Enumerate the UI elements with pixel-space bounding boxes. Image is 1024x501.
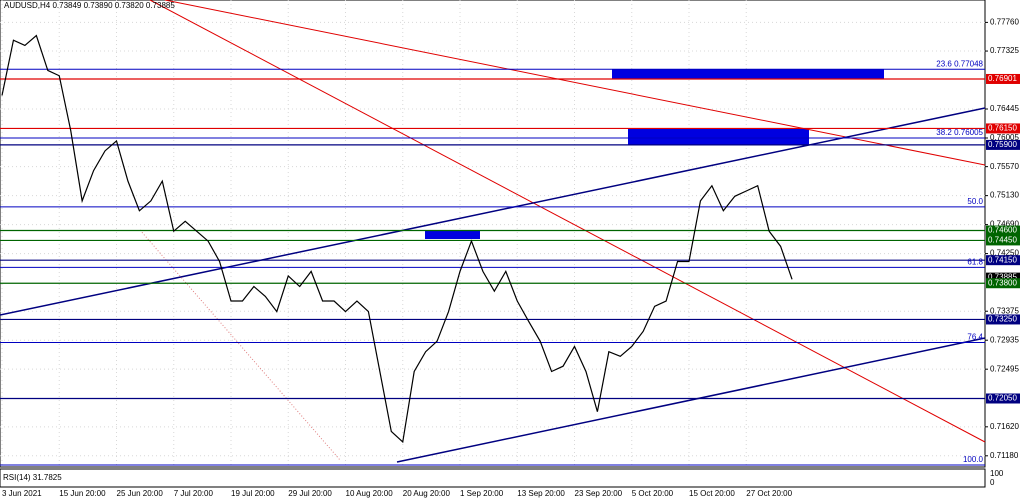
x-tick-label: 7 Jul 20:00 — [174, 489, 214, 498]
fib-label: 23.6 0.77048 — [936, 59, 983, 68]
x-tick-label: 15 Jun 20:00 — [59, 489, 106, 498]
y-tick-label: 0.77760 — [990, 18, 1019, 27]
indicator-frame — [0, 468, 986, 488]
drawings — [0, 0, 986, 463]
y-tick-label: 0.74250 — [990, 249, 1019, 258]
x-tick-label: 15 Oct 20:00 — [689, 489, 735, 498]
level-label: 0.76150 — [988, 124, 1017, 133]
level-box — [986, 235, 1020, 246]
trend-line — [0, 107, 986, 316]
y-tick-label: 0.71180 — [990, 451, 1019, 460]
fib-label: 50.0 — [967, 197, 983, 206]
y-tick-label: 0.71620 — [990, 422, 1019, 431]
zone — [425, 230, 480, 239]
zone — [628, 128, 809, 145]
level-label: 0.73250 — [988, 315, 1017, 324]
level-label: 0.73800 — [988, 278, 1017, 287]
series — [1, 34, 793, 444]
y-tick-label: 0.76005 — [990, 133, 1019, 142]
level-box — [986, 123, 1020, 134]
level-box — [986, 314, 1020, 325]
level-box — [986, 255, 1020, 266]
level-label: 0.74450 — [988, 236, 1017, 245]
indicator-tick: 0 — [990, 478, 995, 487]
x-tick-label: 23 Sep 20:00 — [575, 489, 623, 498]
level-label: 0.76901 — [988, 74, 1017, 83]
level-box — [986, 73, 1020, 84]
zone — [612, 69, 884, 79]
x-tick-label: 29 Jul 20:00 — [288, 489, 332, 498]
x-tick-label: 10 Aug 20:00 — [346, 489, 394, 498]
trend-line — [396, 337, 986, 463]
level-box — [986, 272, 1020, 283]
x-tick-label: 13 Sep 20:00 — [517, 489, 565, 498]
fib-label: 61.8 — [967, 258, 983, 267]
x-tick-label: 1 Sep 20:00 — [460, 489, 504, 498]
x-tick-label: 25 Jun 20:00 — [117, 489, 164, 498]
x-tick-label: 3 Jun 2021 — [2, 489, 42, 498]
level-box — [986, 139, 1020, 150]
level-label: 0.75900 — [988, 140, 1017, 149]
y-tick-label: 0.76445 — [990, 104, 1019, 113]
y-tick-label: 0.75130 — [990, 191, 1019, 200]
level-box — [986, 278, 1020, 289]
x-tick-label: 27 Oct 20:00 — [746, 489, 792, 498]
y-tick-label: 0.72495 — [990, 364, 1019, 373]
level-label: 0.72050 — [988, 394, 1017, 403]
level-label: 0.74150 — [988, 255, 1017, 264]
indicator-label: RSI(14) 31.7825 — [3, 473, 62, 482]
level-label: 0.74600 — [988, 226, 1017, 235]
price-line — [1, 34, 793, 444]
fib-label: 100.0 — [963, 455, 984, 464]
level-box — [986, 225, 1020, 236]
labels: 0.77760 0.77325 0.76445 0.76005 0.75570 0.751… — [2, 18, 1020, 498]
level-box — [986, 393, 1020, 404]
trend-line — [149, 0, 986, 443]
fib-label: 76.4 — [967, 333, 983, 342]
x-tick-label: 20 Aug 20:00 — [403, 489, 451, 498]
indicator-tick: 100 — [990, 469, 1004, 478]
y-tick-label: 0.74690 — [990, 220, 1019, 229]
y-tick-label: 0.77325 — [990, 46, 1019, 55]
levels — [0, 68, 985, 466]
fib-label: 38.2 0.76005 — [936, 128, 983, 137]
y-tick-label: 0.73375 — [990, 306, 1019, 315]
y-tick-label: 0.75570 — [990, 162, 1019, 171]
level-label: 0.73885 — [988, 273, 1017, 282]
header: AUDUSD,H4 0.73849 0.73890 0.73820 0.7388… — [4, 1, 175, 10]
grid — [0, 0, 985, 467]
y-tick-label: 0.72935 — [990, 335, 1019, 344]
x-tick-label: 5 Oct 20:00 — [632, 489, 674, 498]
x-tick-label: 19 Jul 20:00 — [231, 489, 275, 498]
